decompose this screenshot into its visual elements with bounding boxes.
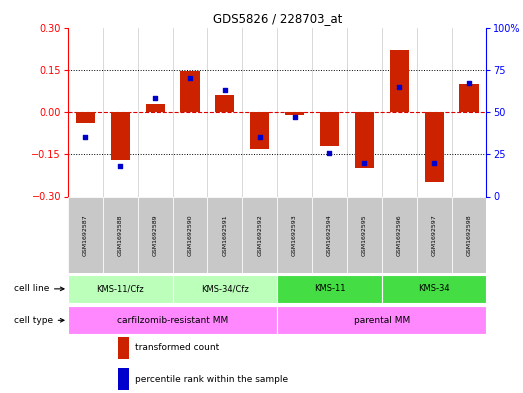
Bar: [180, 71, 200, 112]
Bar: [390, 50, 409, 112]
Bar: [320, 112, 339, 146]
Bar: [312, 196, 347, 273]
Point: [116, 163, 124, 169]
Text: percentile rank within the sample: percentile rank within the sample: [135, 375, 288, 384]
Bar: [145, 103, 165, 112]
Bar: [118, 337, 129, 359]
Text: transformed count: transformed count: [135, 343, 219, 353]
Point: [290, 114, 299, 120]
Bar: [355, 112, 374, 168]
Bar: [459, 84, 479, 112]
Text: GSM1692590: GSM1692590: [188, 214, 192, 255]
Text: GSM1692587: GSM1692587: [83, 214, 88, 255]
Bar: [285, 112, 304, 115]
Bar: [173, 275, 277, 303]
Text: GSM1692596: GSM1692596: [397, 214, 402, 255]
Text: GSM1692597: GSM1692597: [431, 214, 437, 256]
Bar: [347, 196, 382, 273]
Bar: [111, 112, 130, 160]
Bar: [277, 275, 382, 303]
Text: KMS-34/Cfz: KMS-34/Cfz: [201, 285, 249, 293]
Point: [186, 75, 194, 81]
Bar: [250, 112, 269, 149]
Text: GSM1692592: GSM1692592: [257, 214, 262, 256]
Bar: [68, 306, 277, 334]
Point: [395, 83, 403, 90]
Text: GSM1692591: GSM1692591: [222, 214, 228, 255]
Bar: [382, 196, 417, 273]
Text: parental MM: parental MM: [354, 316, 410, 325]
Point: [430, 160, 438, 166]
Bar: [138, 196, 173, 273]
Text: GSM1692593: GSM1692593: [292, 214, 297, 256]
Bar: [277, 306, 486, 334]
Bar: [118, 369, 129, 390]
Text: cell line: cell line: [14, 285, 64, 293]
Bar: [68, 275, 173, 303]
Text: KMS-11/Cfz: KMS-11/Cfz: [96, 285, 144, 293]
Bar: [382, 275, 486, 303]
Point: [465, 80, 473, 86]
Text: GSM1692588: GSM1692588: [118, 214, 123, 255]
Text: cell type: cell type: [14, 316, 64, 325]
Bar: [425, 112, 444, 182]
Bar: [417, 196, 451, 273]
Bar: [76, 112, 95, 123]
Bar: [103, 196, 138, 273]
Bar: [242, 196, 277, 273]
Point: [325, 149, 334, 156]
Bar: [215, 95, 234, 112]
Bar: [68, 196, 103, 273]
Text: GSM1692598: GSM1692598: [467, 214, 471, 255]
Bar: [208, 196, 242, 273]
Point: [151, 95, 160, 102]
Point: [81, 134, 89, 140]
Point: [256, 134, 264, 140]
Bar: [277, 196, 312, 273]
Text: KMS-34: KMS-34: [418, 285, 450, 293]
Text: KMS-11: KMS-11: [314, 285, 345, 293]
Bar: [451, 196, 486, 273]
Text: GSM1692589: GSM1692589: [153, 214, 157, 255]
Point: [221, 87, 229, 93]
Title: GDS5826 / 228703_at: GDS5826 / 228703_at: [212, 12, 342, 25]
Point: [360, 160, 369, 166]
Text: GSM1692595: GSM1692595: [362, 214, 367, 255]
Text: GSM1692594: GSM1692594: [327, 214, 332, 256]
Text: carfilzomib-resistant MM: carfilzomib-resistant MM: [117, 316, 228, 325]
Bar: [173, 196, 208, 273]
